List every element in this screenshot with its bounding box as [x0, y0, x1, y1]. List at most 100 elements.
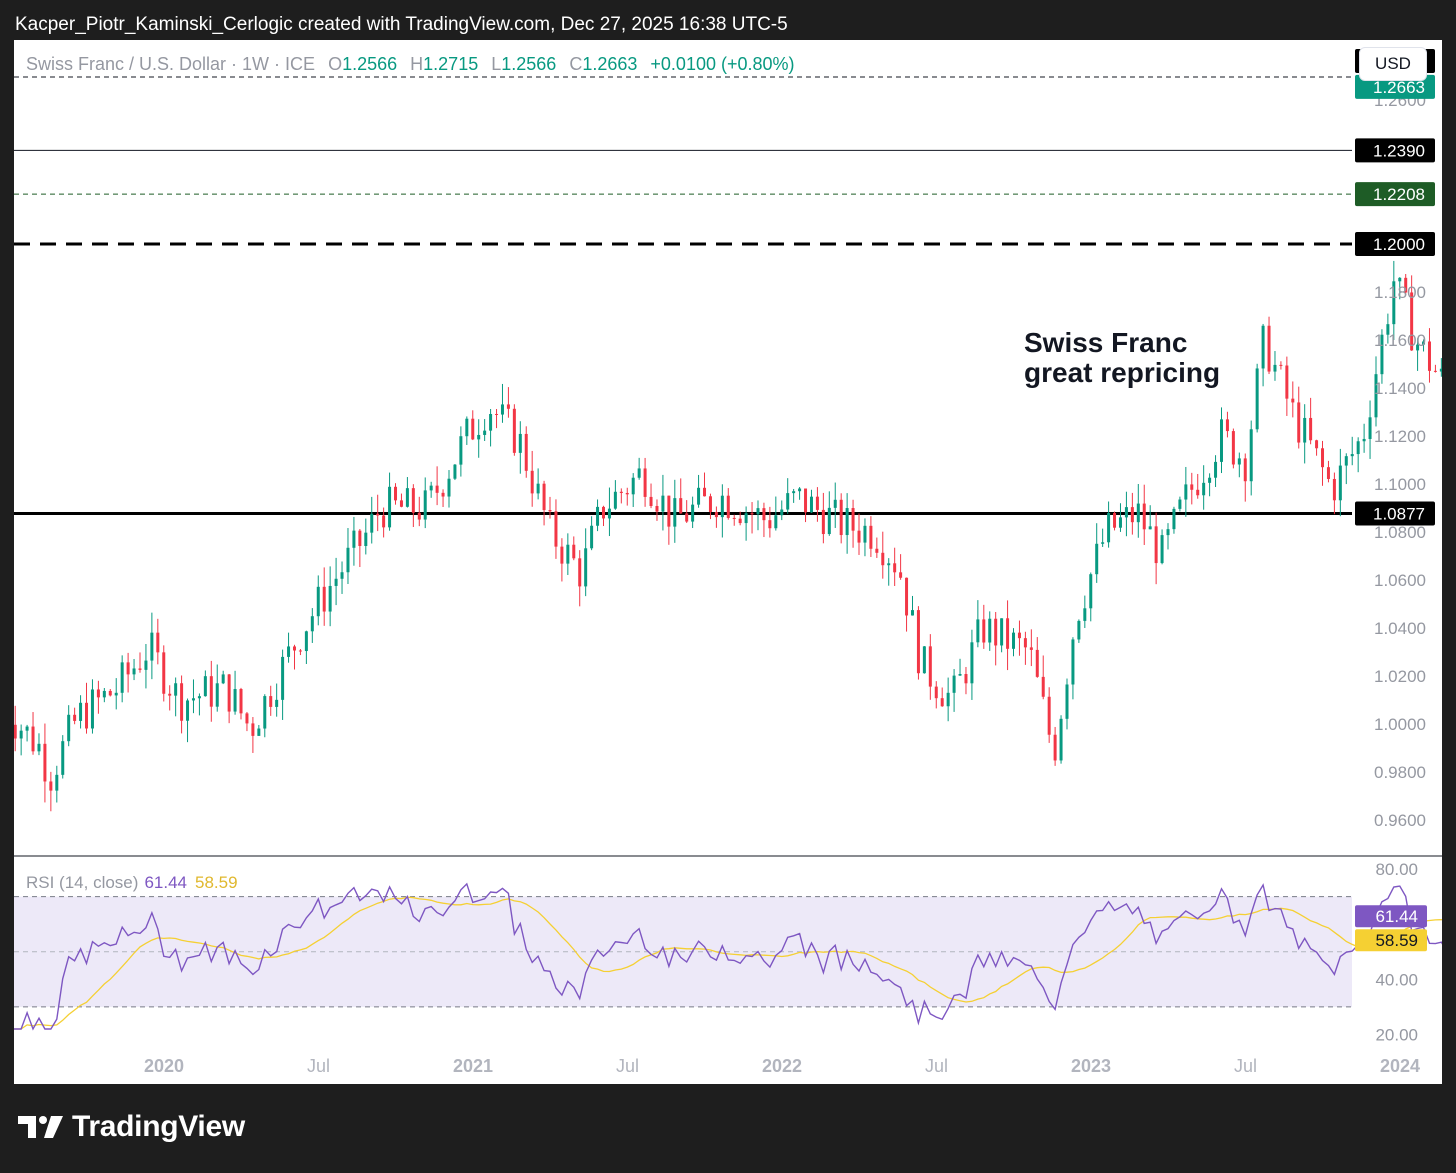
candle-body: [631, 477, 635, 495]
candle-body: [447, 478, 451, 497]
candle-body: [1124, 507, 1128, 518]
symbol-legend[interactable]: Swiss Franc / U.S. Dollar · 1W · ICE O1.…: [26, 54, 795, 75]
candle-body: [298, 650, 302, 652]
candle-body: [1368, 417, 1372, 439]
candle-body: [1273, 364, 1277, 372]
candle-body: [714, 512, 718, 518]
candle-body: [1071, 639, 1075, 685]
candle-body: [1404, 277, 1408, 293]
candle-body: [988, 618, 992, 643]
brand-name: TradingView: [72, 1110, 245, 1143]
candle-body: [839, 499, 843, 536]
candle-body: [857, 530, 861, 543]
candle-body: [114, 692, 118, 696]
candle-body: [1172, 508, 1176, 530]
chart-annotation: Swiss Franc great repricing: [1024, 328, 1220, 388]
price-tick-label: 1.1000: [1374, 475, 1426, 494]
candle-body: [1136, 503, 1140, 523]
candle-body: [239, 689, 243, 714]
candle-body: [102, 690, 106, 698]
candle-body: [287, 646, 291, 657]
candle-body: [1392, 281, 1396, 325]
change-value: +0.0100 (+0.80%): [650, 54, 795, 74]
candle-body: [1237, 458, 1241, 465]
candle-body: [399, 500, 403, 507]
rsi-value-tag-bg: [1355, 905, 1427, 928]
candle-body: [590, 525, 594, 549]
candle-body: [316, 586, 320, 617]
candle-body: [471, 418, 475, 440]
candle-body: [1332, 478, 1336, 501]
candle-body: [798, 488, 802, 492]
time-tick-label: Jul: [925, 1056, 948, 1076]
candle-body: [1285, 365, 1289, 399]
candle-body: [310, 616, 314, 632]
candle-body: [1154, 526, 1158, 564]
candle-body: [292, 646, 296, 651]
candle-body: [1214, 461, 1218, 478]
candle-body: [1184, 484, 1188, 500]
candle-body: [19, 730, 23, 739]
candle-body: [934, 686, 938, 699]
candle-body: [1023, 638, 1027, 648]
candle-body: [1047, 696, 1051, 735]
price-tick-label: 1.1200: [1374, 427, 1426, 446]
candle-body: [976, 619, 980, 643]
candle-body: [1219, 419, 1223, 462]
candle-body: [809, 496, 813, 513]
candle-body: [251, 723, 255, 736]
level-price-tag-bg: [1355, 138, 1435, 163]
candle-body: [786, 493, 790, 510]
candle-body: [1422, 341, 1426, 345]
candle-body: [1231, 431, 1235, 465]
candle-body: [1196, 489, 1200, 496]
candle-body: [726, 495, 730, 518]
rsi-tick-label: 20.00: [1375, 1025, 1418, 1044]
candle-body: [304, 631, 308, 652]
time-tick-label: Jul: [616, 1056, 639, 1076]
candle-body: [203, 676, 207, 697]
price-tick-label: 1.0600: [1374, 571, 1426, 590]
candle-body: [120, 662, 124, 693]
candle-body: [429, 485, 433, 491]
candle-body: [245, 713, 249, 724]
rsi-legend[interactable]: RSI (14, close) 61.44 58.59: [26, 873, 238, 893]
candle-body: [916, 610, 920, 674]
candle-body: [67, 714, 71, 742]
candle-body: [548, 510, 552, 512]
candle-body: [394, 486, 398, 501]
open-key: O: [328, 54, 343, 74]
rsi-value-tag: 61.44: [1355, 905, 1427, 928]
time-tick-label: 2021: [453, 1056, 493, 1076]
candle-body: [506, 404, 510, 409]
rsi-ma-value-tag-text: 58.59: [1375, 931, 1418, 950]
candle-body: [43, 743, 47, 782]
candle-body: [827, 507, 831, 535]
candle-body: [150, 632, 154, 661]
candle-body: [417, 512, 421, 520]
time-tick-label: 2023: [1071, 1056, 1111, 1076]
candle-body: [1190, 484, 1194, 490]
candle-body: [1095, 543, 1099, 575]
tradingview-logo[interactable]: TradingView: [18, 1110, 245, 1144]
currency-button[interactable]: USD: [1359, 47, 1427, 81]
candle-body: [340, 572, 344, 579]
candle-body: [191, 698, 195, 701]
candle-body: [269, 696, 273, 707]
candle-body: [1000, 618, 1004, 646]
candle-body: [1041, 676, 1045, 697]
candle-body: [720, 495, 724, 518]
candle-body: [661, 495, 665, 512]
candle-body: [1261, 325, 1265, 369]
candle-body: [982, 619, 986, 643]
candle-body: [560, 546, 564, 564]
rsi-value-tag-text: 61.44: [1375, 907, 1418, 926]
candle-body: [1297, 402, 1301, 443]
price-chart[interactable]: 1.26001.18001.16001.14001.12001.10001.08…: [14, 40, 1442, 1084]
candle-body: [423, 490, 427, 520]
level-price-tag-text: 1.2208: [1373, 185, 1425, 204]
candle-body: [1113, 512, 1117, 528]
candle-body: [1267, 325, 1271, 372]
candle-body: [209, 676, 213, 707]
candle-body: [542, 483, 546, 511]
